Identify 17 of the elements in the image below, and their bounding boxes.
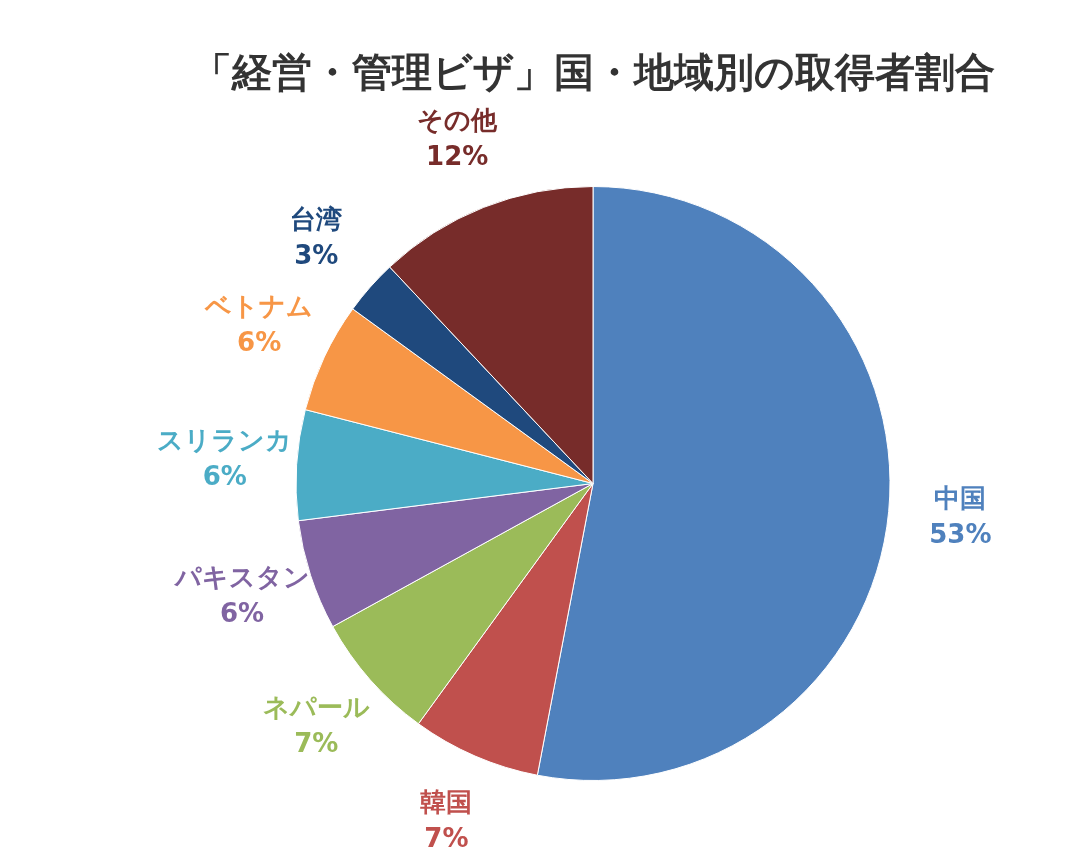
chart-title: 「経営・管理ビザ」国・地域別の取得者割合 — [191, 49, 995, 96]
slice-label: パキスタン — [172, 562, 310, 593]
slice-label: 台湾 — [290, 204, 343, 235]
slice-label: スリランカ — [157, 425, 293, 456]
data-label: 3% — [294, 240, 339, 271]
data-label: 6% — [237, 327, 282, 358]
data-label: 6% — [219, 598, 265, 629]
slice-label: ベトナム — [204, 291, 314, 322]
slice-label: その他 — [417, 105, 499, 136]
slice-label: ネパール — [262, 692, 370, 723]
data-label: 12% — [426, 141, 489, 172]
slice-label: 韓国 — [420, 786, 473, 817]
data-label: 53% — [929, 518, 992, 549]
data-label: 6% — [202, 461, 247, 492]
data-label: 7% — [294, 728, 339, 759]
data-label: 7% — [424, 822, 469, 853]
slice-label: 中国 — [934, 482, 987, 513]
